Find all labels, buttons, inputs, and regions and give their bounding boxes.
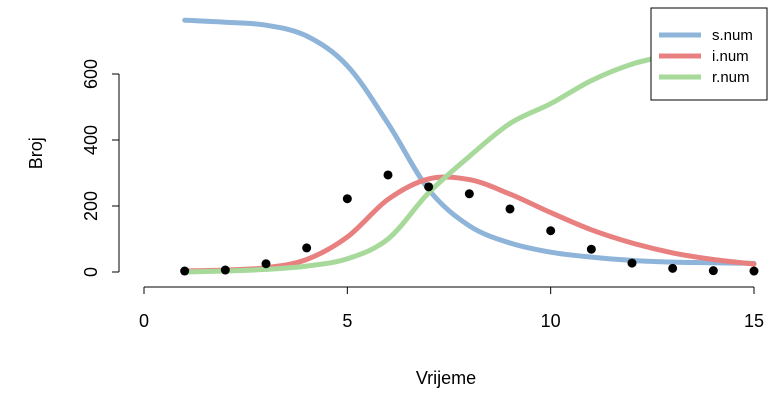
y-tick-label: 400: [81, 125, 101, 155]
observed-point: [342, 194, 352, 204]
observed-point: [261, 259, 271, 269]
y-tick-label: 600: [81, 59, 101, 89]
observed-point: [586, 244, 596, 254]
observed-point: [505, 204, 515, 214]
observed-point: [220, 265, 230, 275]
observed-point: [627, 258, 637, 268]
x-tick-label: 10: [541, 311, 561, 331]
x-tick-label: 5: [342, 311, 352, 331]
x-tick-label: 15: [744, 311, 764, 331]
observed-point: [668, 263, 678, 273]
legend-label: r.num: [712, 69, 750, 86]
x-axis-title: Vrijeme: [416, 368, 476, 388]
observed-point: [302, 243, 312, 253]
observed-point: [180, 266, 190, 276]
x-tick-label: 0: [139, 311, 149, 331]
y-tick-label: 200: [81, 191, 101, 221]
observed-point: [546, 226, 556, 236]
observed-point: [749, 266, 759, 276]
y-axis-title: Broj: [26, 137, 46, 169]
legend: s.num i.num r.num: [650, 7, 768, 101]
x-axis: 0 5 10 15: [139, 286, 764, 331]
series-line-s-num: [182, 17, 757, 266]
observed-point: [424, 182, 434, 192]
y-tick-label: 0: [81, 267, 101, 277]
observed-point: [383, 170, 393, 180]
observed-point: [708, 266, 718, 276]
plot-area: [180, 17, 759, 276]
legend-label: i.num: [712, 48, 749, 65]
y-axis: 0 200 400 600: [81, 59, 120, 277]
observed-point: [464, 189, 474, 199]
legend-label: s.num: [712, 27, 753, 44]
